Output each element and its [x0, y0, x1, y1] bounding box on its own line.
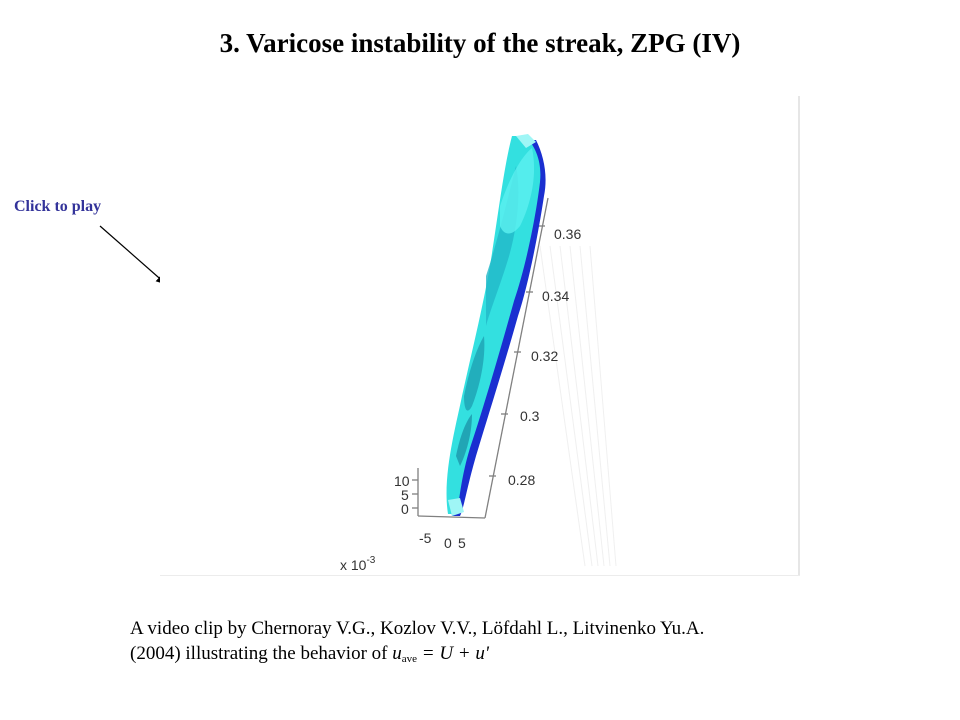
streak-isosurface	[446, 134, 546, 516]
caption: A video clip by Chernoray V.G., Kozlov V…	[130, 616, 890, 672]
x-tick-label: 0	[444, 535, 452, 551]
z-tick-label: 0.3	[520, 408, 540, 424]
z-tick-label: 0.32	[531, 348, 558, 364]
video-frame: 0.36 0.34 0.32 0.3 0.28 10 5 0 -5 0 5 x …	[340, 134, 617, 573]
caption-variable: u	[392, 643, 402, 664]
z-tick-label: 0.34	[542, 288, 569, 304]
caption-equation: = U + u'	[417, 643, 489, 664]
video-player[interactable]: 0.36 0.34 0.32 0.3 0.28 10 5 0 -5 0 5 x …	[160, 96, 800, 576]
caption-subscript: ave	[401, 653, 418, 665]
z-axis	[484, 197, 549, 519]
y-tick-label: 5	[401, 487, 409, 503]
y-tick-label: 10	[394, 473, 410, 489]
x-multiplier-label: x 10-3	[340, 555, 376, 573]
base-axes	[412, 468, 486, 519]
z-tick-label: 0.36	[554, 226, 581, 242]
caption-line-2: (2004) illustrating the behavior of uave…	[130, 643, 489, 665]
x-tick-label: 5	[458, 535, 466, 551]
y-tick-label: 0	[401, 501, 409, 517]
click-to-play-link[interactable]: Click to play	[14, 198, 102, 215]
slide-title: 3. Varicose instability of the streak, Z…	[219, 28, 741, 58]
caption-line-1: A video clip by Chernoray V.G., Kozlov V…	[130, 618, 705, 639]
x-tick-label: -5	[419, 530, 432, 546]
video-border-right	[798, 96, 800, 576]
z-tick-label: 0.28	[508, 472, 535, 488]
video-border-bottom	[160, 575, 800, 576]
